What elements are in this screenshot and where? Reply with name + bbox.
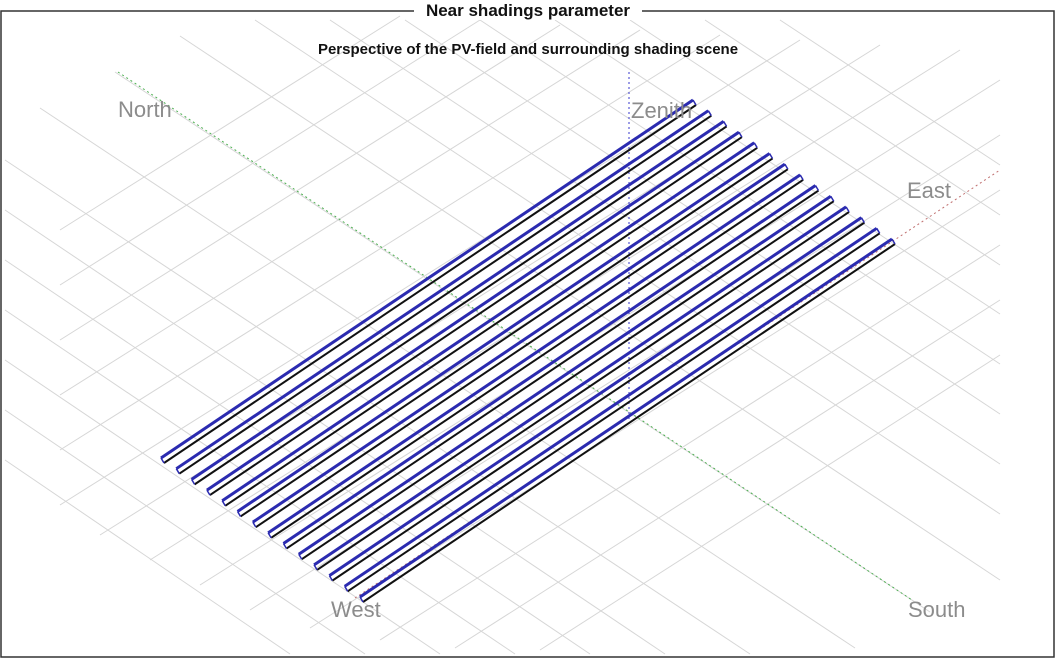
- pv-row-lower-edge: [301, 200, 835, 561]
- pv-row: [221, 141, 758, 507]
- pv-row-end-cap: [359, 596, 364, 603]
- pv-row-end-cap: [860, 217, 866, 224]
- pv-row-end-cap: [738, 131, 743, 138]
- pv-row: [359, 237, 896, 603]
- pv-row: [175, 109, 712, 475]
- pv-row-lower-edge: [163, 104, 697, 464]
- pv-row-end-cap: [313, 564, 318, 571]
- pv-row-lower-edge: [178, 114, 712, 475]
- pv-row-end-cap: [876, 227, 881, 234]
- pv-row-upper-edge: [267, 173, 801, 535]
- pv-row: [282, 184, 820, 550]
- pv-row-end-cap: [753, 142, 758, 149]
- pv-row-lower-edge: [239, 157, 774, 518]
- pv-row-lower-edge: [362, 243, 896, 603]
- pv-row: [190, 120, 728, 486]
- pv-row-upper-edge: [252, 162, 786, 524]
- pv-row-end-cap: [344, 585, 349, 592]
- pv-row: [313, 205, 850, 571]
- pv-row-end-cap: [707, 110, 712, 117]
- pv-row-upper-edge: [190, 120, 725, 481]
- pv-row-end-cap: [830, 195, 835, 202]
- east-west-axis: [354, 169, 1001, 599]
- pv-row-end-cap: [221, 500, 226, 507]
- pv-row-end-cap: [267, 532, 272, 539]
- pv-row-end-cap: [784, 163, 789, 170]
- pv-row-end-cap: [175, 468, 180, 475]
- north-south-axis: [117, 71, 913, 601]
- pv-row-upper-edge: [297, 194, 832, 556]
- pv-row: [252, 162, 789, 528]
- pv-row-lower-edge: [194, 125, 728, 486]
- pv-row: [328, 216, 866, 582]
- pv-row-upper-edge: [160, 98, 694, 460]
- south-label: South: [908, 597, 966, 622]
- pv-row-lower-edge: [285, 189, 820, 550]
- pv-row-end-cap: [298, 553, 303, 560]
- pv-row-upper-edge: [282, 184, 817, 545]
- west-label: West: [331, 597, 381, 622]
- north-label: North: [118, 97, 172, 122]
- pv-row-lower-edge: [224, 146, 758, 507]
- pv-row-upper-edge: [328, 216, 863, 577]
- pv-row-end-cap: [799, 174, 804, 181]
- pv-row-lower-edge: [347, 232, 881, 593]
- pv-row-lower-edge: [316, 211, 850, 571]
- pv-row-end-cap: [190, 478, 196, 485]
- pv-row-end-cap: [328, 575, 334, 582]
- pv-row-lower-edge: [331, 221, 865, 582]
- pv-row-end-cap: [814, 185, 820, 191]
- pv-row: [267, 173, 804, 539]
- pv-row: [206, 130, 743, 496]
- pv-row-end-cap: [282, 543, 288, 549]
- pv-row: [160, 98, 697, 464]
- pv-row-lower-edge: [209, 136, 743, 496]
- pv-row-end-cap: [252, 521, 257, 528]
- pv-row-end-cap: [206, 489, 211, 496]
- pv-row-end-cap: [768, 153, 774, 159]
- pv-row-end-cap: [692, 99, 697, 106]
- pv-row-end-cap: [845, 206, 850, 213]
- pv-field: [160, 98, 896, 603]
- pv-row-upper-edge: [343, 227, 878, 588]
- zenith-label: Zenith: [631, 98, 692, 123]
- pv-row-upper-edge: [175, 109, 710, 470]
- pv-row-end-cap: [236, 511, 242, 517]
- pv-row: [236, 152, 774, 518]
- pv-row-upper-edge: [313, 205, 847, 567]
- pv-row-upper-edge: [236, 152, 771, 513]
- pv-row-upper-edge: [221, 141, 756, 503]
- pv-row-lower-edge: [270, 179, 804, 539]
- pv-row-end-cap: [160, 457, 165, 464]
- pv-row-upper-edge: [206, 130, 740, 492]
- scene-subtitle: Perspective of the PV-field and surround…: [317, 41, 739, 58]
- pv-row-upper-edge: [359, 237, 893, 599]
- east-label: East: [907, 178, 951, 203]
- pv-row-lower-edge: [255, 168, 789, 528]
- pv-row-end-cap: [722, 120, 728, 127]
- pv-row: [343, 227, 881, 593]
- pv-row-end-cap: [891, 238, 896, 245]
- pv-row: [297, 194, 835, 561]
